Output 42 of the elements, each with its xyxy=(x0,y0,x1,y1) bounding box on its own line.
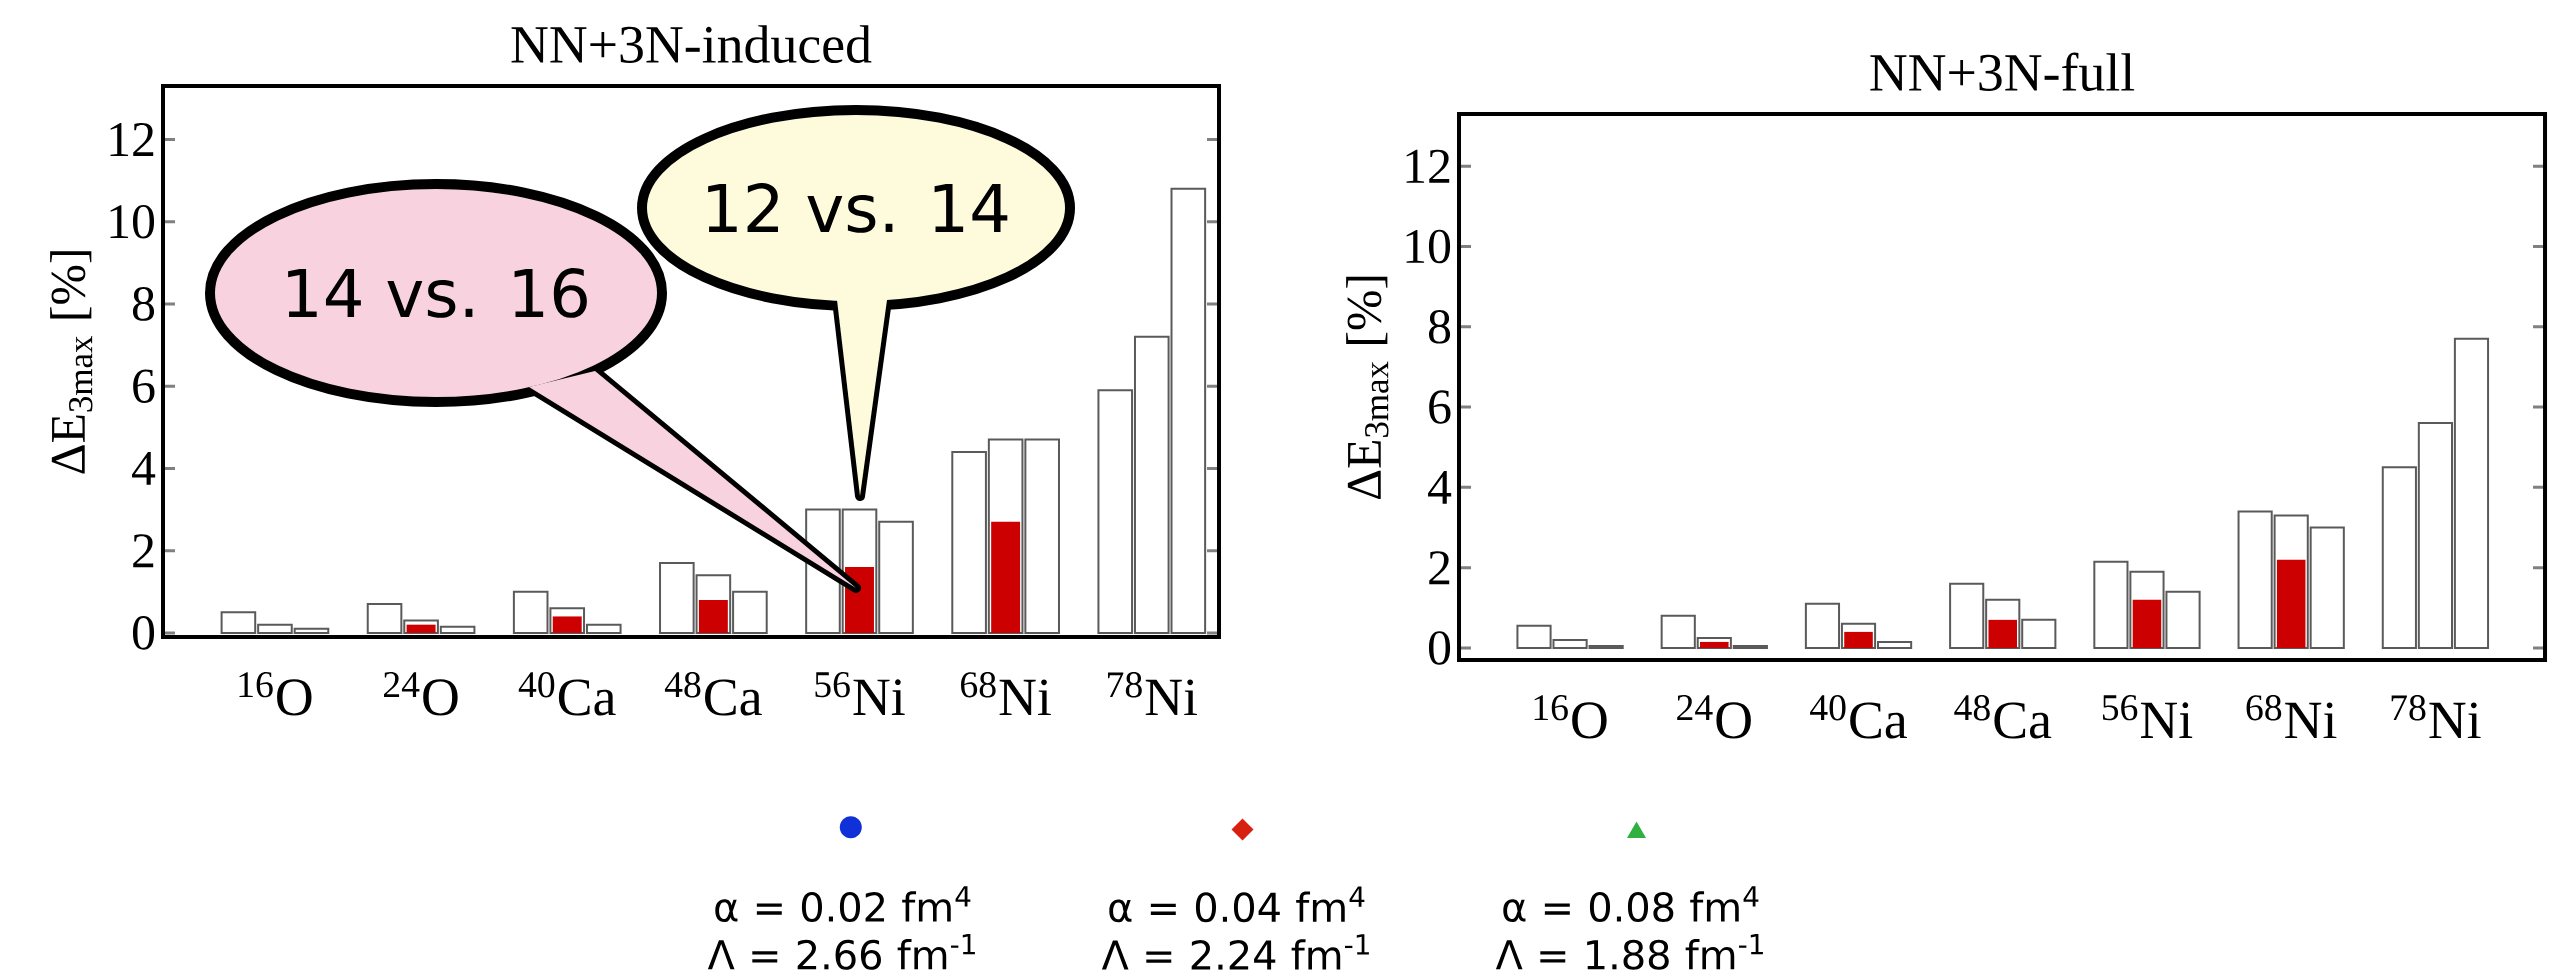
bar xyxy=(698,599,728,633)
x-tick-label: $^{16}$O xyxy=(1534,695,1607,739)
y-tick-label: 10 xyxy=(1406,229,1451,264)
x-tick-label: $^{24}$O xyxy=(383,672,458,716)
y-tick-label: 12 xyxy=(110,122,154,156)
text: α = 0.02 fm$^{4}$ Λ = 2.66 fm$^{-1}$ xyxy=(707,886,975,970)
x-tick-label: $^{48}$Ca xyxy=(1954,695,2052,739)
y-tick-label: 6 xyxy=(133,369,155,403)
annotation: 14 vs. 16 xyxy=(288,268,587,318)
y-tick-label: 0 xyxy=(1428,631,1451,665)
x-tick-label: $^{40}$Ca xyxy=(1810,695,1907,739)
bar xyxy=(2132,599,2162,648)
y-tick-label: 12 xyxy=(1406,149,1450,183)
x-tick-label: $^{24}$O xyxy=(1677,695,1751,739)
x-tick-label: $^{40}$Ca xyxy=(518,672,616,716)
x-tick-label: $^{68}$Ni xyxy=(961,672,1051,716)
chart-title: NN+3N-full xyxy=(1870,52,2135,91)
x-tick-label: $^{56}$Ni xyxy=(815,672,905,715)
bar xyxy=(991,521,1021,633)
x-tick-label: $^{78}$Ni xyxy=(1108,672,1197,716)
y-tick-label: 2 xyxy=(1429,551,1450,585)
x-tick-label: $^{56}$Ni xyxy=(2102,695,2193,738)
x-tick-label: $^{68}$Ni xyxy=(2246,695,2337,739)
y-tick-label: 4 xyxy=(132,452,156,485)
y-tick-label: 6 xyxy=(1429,390,1451,424)
text: α = 0.04 fm$^{4}$ Λ = 2.24 fm$^{-1}$ xyxy=(1101,886,1369,970)
y-tick-label: 4 xyxy=(1428,470,1452,504)
bar xyxy=(1988,619,2018,648)
y-tick-label: 8 xyxy=(1428,309,1451,344)
y-tick-label: 8 xyxy=(132,287,155,321)
y-tick-label: 10 xyxy=(110,204,155,239)
annotation: 12 vs. 14 xyxy=(708,183,1008,233)
x-tick-label: $^{48}$Ca xyxy=(664,672,762,716)
chart-title: NN+3N-induced xyxy=(511,25,872,63)
y-tick-label: 2 xyxy=(133,534,154,568)
x-tick-label: $^{16}$O xyxy=(239,672,312,716)
bar xyxy=(2276,559,2306,648)
x-tick-label: $^{78}$Ni xyxy=(2391,695,2481,739)
y-axis-title: ΔE$_{3max}$ [%] xyxy=(1346,276,1389,500)
y-axis-title: ΔE$_{3max}$ [%] xyxy=(50,251,93,474)
y-tick-label: 0 xyxy=(132,616,155,650)
text: α = 0.08 fm$^{4}$ Λ = 1.88 fm$^{-1}$ xyxy=(1495,886,1763,970)
